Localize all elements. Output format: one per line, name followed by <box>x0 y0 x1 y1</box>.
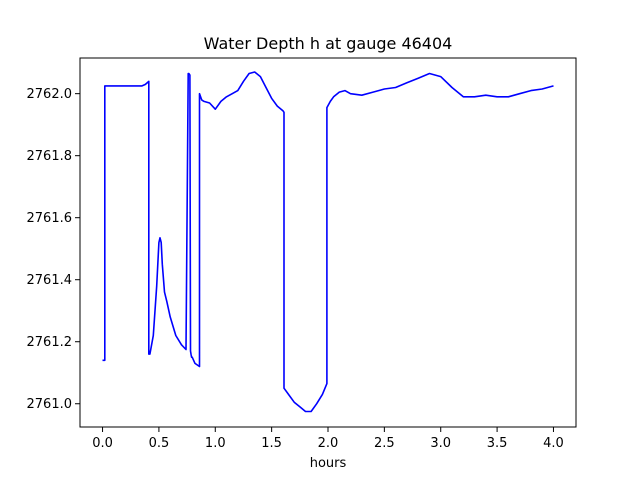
y-tick-label: 2761.6 <box>27 211 73 226</box>
x-tick-label: 2.0 <box>318 436 339 451</box>
x-tick-label: 0.5 <box>149 436 170 451</box>
y-tick-label: 2762.0 <box>27 87 73 102</box>
x-tick-label: 1.0 <box>205 436 226 451</box>
x-tick-label: 3.5 <box>487 436 508 451</box>
y-axis-ticks: 2761.0 2761.2 2761.4 2761.6 2761.8 2762.0 <box>27 87 80 412</box>
y-tick-label: 2761.2 <box>27 335 73 350</box>
x-axis-label: hours <box>310 456 347 471</box>
x-axis-ticks: 0.0 0.5 1.0 1.5 2.0 2.5 3.0 3.5 4.0 <box>92 427 564 451</box>
y-tick-label: 2761.4 <box>27 273 73 288</box>
x-tick-label: 0.0 <box>92 436 113 451</box>
plot-area <box>102 71 554 413</box>
series-line-0 <box>102 71 554 413</box>
chart-title: Water Depth h at gauge 46404 <box>204 34 453 53</box>
x-tick-label: 1.5 <box>261 436 282 451</box>
y-tick-label: 2761.0 <box>27 397 73 412</box>
x-tick-label: 4.0 <box>543 436 564 451</box>
x-tick-label: 3.0 <box>430 436 451 451</box>
y-tick-label: 2761.8 <box>27 149 73 164</box>
x-tick-label: 2.5 <box>374 436 395 451</box>
